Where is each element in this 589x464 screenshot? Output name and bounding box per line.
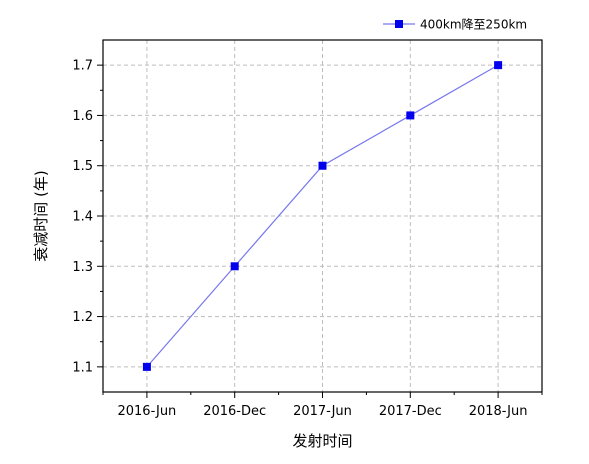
y-tick-label: 1.1 [72, 360, 93, 375]
y-axis: 1.1 1.2 1.3 1.4 1.5 1.6 1.7 [72, 59, 103, 375]
y-tick-label: 1.4 [72, 210, 93, 225]
series-layer [142, 61, 503, 371]
legend-label: 400km降至250km [420, 18, 527, 32]
y-tick-label: 1.6 [72, 109, 93, 124]
x-tick-label: 2016-Dec [203, 404, 266, 419]
data-point [318, 161, 327, 170]
legend: 400km降至250km [383, 18, 527, 32]
data-point [230, 262, 239, 271]
grid [103, 40, 542, 392]
y-tick-label: 1.5 [72, 159, 93, 174]
data-point [142, 362, 151, 371]
legend-marker [395, 20, 403, 28]
y-tick-label: 1.2 [72, 310, 93, 325]
x-axis: 2016-Jun 2016-Dec 2017-Jun 2017-Dec 2018-Jun [102, 392, 543, 419]
x-axis-title: 发射时间 [292, 432, 352, 450]
x-tick-label: 2016-Jun [117, 404, 176, 419]
data-point [406, 111, 415, 120]
data-point [494, 61, 503, 70]
x-tick-label: 2017-Jun [293, 404, 352, 419]
y-tick-label: 1.3 [72, 260, 93, 275]
x-tick-label: 2017-Dec [379, 404, 442, 419]
y-tick-label: 1.7 [72, 59, 93, 74]
x-tick-label: 2018-Jun [469, 404, 528, 419]
y-axis-title: 衰减时间 (年) [32, 170, 50, 261]
